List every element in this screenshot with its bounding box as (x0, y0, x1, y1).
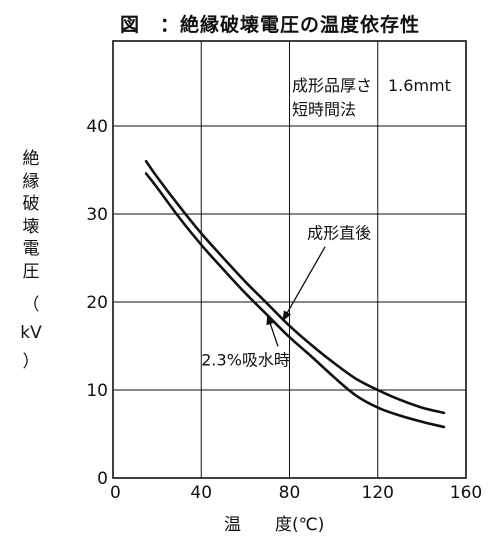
annotation-arrow (266, 314, 279, 347)
plot-frame (112, 40, 467, 479)
y-axis-label-char: ） (22, 351, 40, 372)
y-axis-label-char: 圧 (22, 261, 40, 282)
y-tick-label: 20 (86, 293, 108, 313)
condition-thickness: 成形品厚さ 1.6mmt (292, 76, 451, 95)
y-tick-label: 30 (86, 205, 108, 225)
grid-lines (113, 41, 466, 478)
y-tick-label: 10 (86, 381, 108, 401)
conditions-note: 成形品厚さ 1.6mmt 短時間法 (292, 76, 451, 119)
x-tick-label: 80 (279, 483, 301, 503)
y-axis-label-char: （ (22, 294, 40, 315)
y-tick-labels: 0 10 20 30 40 (86, 117, 108, 489)
x-tick-label: 40 (190, 483, 212, 503)
annotations: 成形直後 2.3%吸水時 (201, 224, 371, 370)
y-axis-label-char: 絶 (22, 149, 40, 169)
y-axis-label-char: 電 (22, 239, 40, 260)
x-tick-labels: 0 40 80 120 160 (110, 483, 482, 503)
series-line-1 (144, 172, 446, 429)
condition-method: 短時間法 (292, 100, 356, 119)
annotation-label: 成形直後 (307, 224, 371, 243)
series-line-0 (144, 159, 446, 415)
series-lines (144, 159, 446, 429)
x-axis-label: 温 度(℃) (224, 515, 325, 535)
y-axis-label-char: 縁 (22, 171, 40, 192)
y-axis-label-char: kV (20, 323, 42, 344)
x-tick-label: 160 (450, 483, 482, 503)
y-tick-label: 40 (86, 117, 108, 137)
x-tick-label: 0 (110, 483, 121, 503)
chart-title: 図 ：絶縁破壊電圧の温度依存性 (120, 14, 421, 36)
annotation-label: 2.3%吸水時 (201, 350, 290, 369)
y-axis-label-char: 破 (22, 194, 40, 215)
annotation-arrow (282, 246, 326, 322)
y-axis-label-char: 壊 (22, 216, 40, 237)
y-axis-label: 絶 縁 破 壊 電 圧 （ kV ） (18, 148, 44, 373)
x-tick-label: 120 (362, 483, 394, 503)
y-tick-label: 0 (97, 469, 108, 489)
